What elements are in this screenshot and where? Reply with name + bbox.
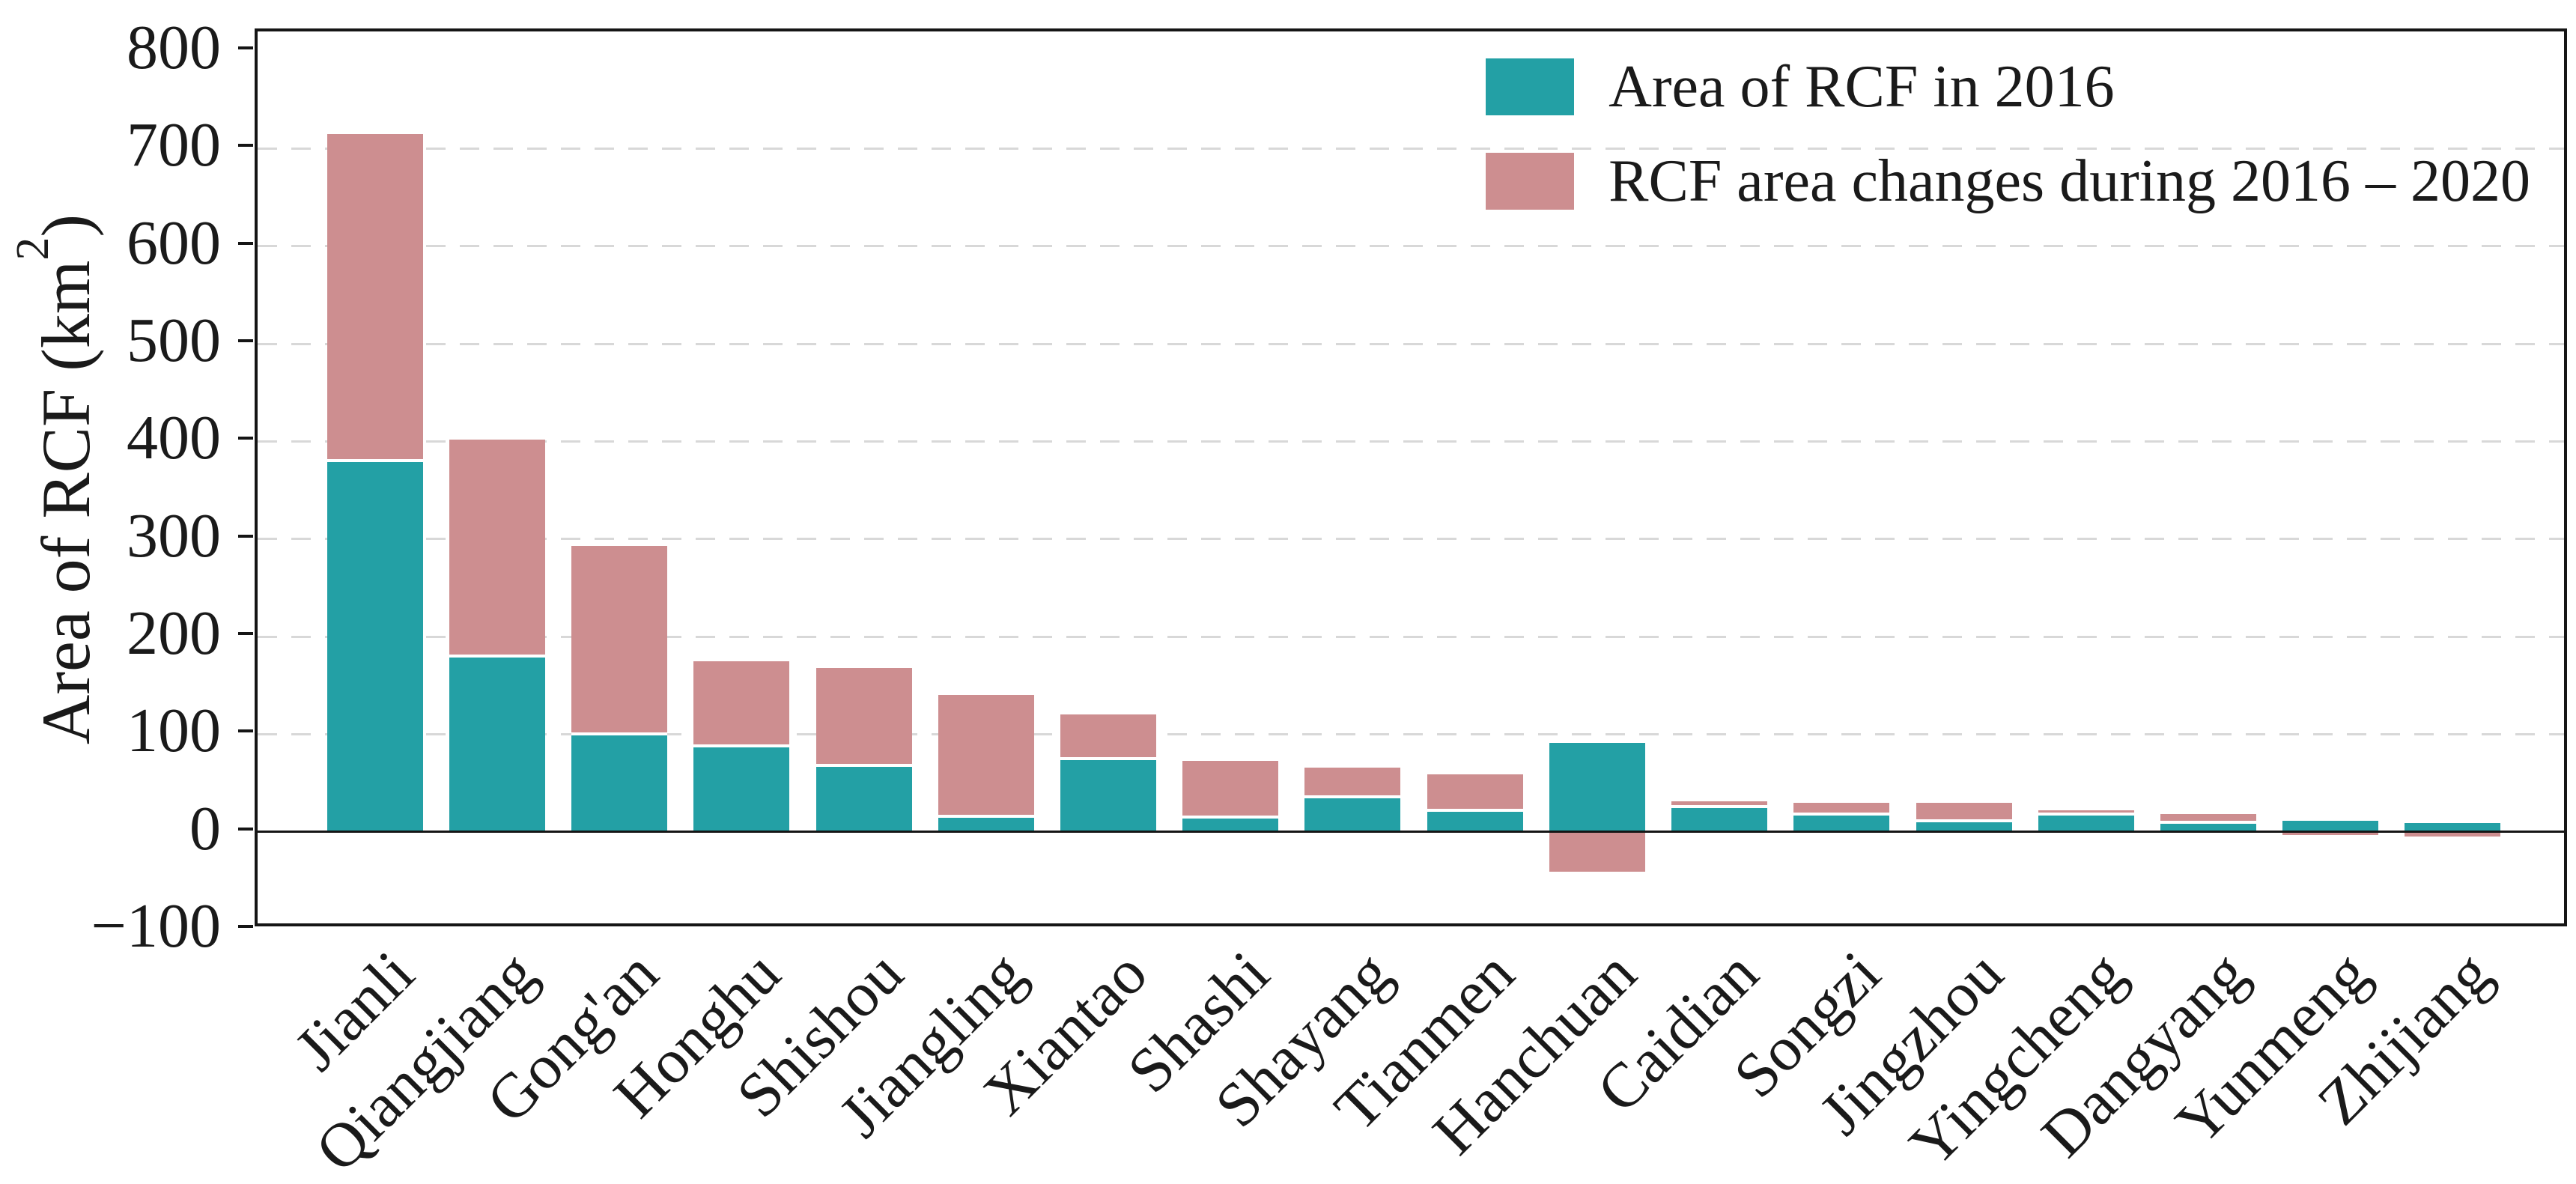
y-tick-mark-800 <box>238 46 253 50</box>
legend: Area of RCF in 2016 RCF area changes dur… <box>1486 52 2530 216</box>
bar-change-Xiantao <box>1060 714 1156 759</box>
bar-separator-Gong'an <box>571 732 668 736</box>
y-tick-label-200: 200 <box>127 598 221 669</box>
bar-2016-Shashi <box>1182 817 1279 832</box>
bar-2016-Caidian <box>1671 806 1768 832</box>
bar-change-Shishou <box>815 667 912 766</box>
gridline-500 <box>258 342 2564 345</box>
plot-area: Area of RCF in 2016 RCF area changes dur… <box>255 28 2567 926</box>
gridline-600 <box>258 245 2564 248</box>
legend-item-rcf-2016: Area of RCF in 2016 <box>1486 52 2530 121</box>
gridline-200 <box>258 635 2564 638</box>
bar-2016-Dangyang <box>2160 822 2256 832</box>
bar-separator-Dangyang <box>2160 820 2256 824</box>
bar-change-Tianmen <box>1427 774 1523 810</box>
bar-separator-Jianli <box>326 459 423 463</box>
y-tick-mark-300 <box>238 534 253 538</box>
bar-2016-Songzi <box>1793 814 1890 832</box>
bar-change-Caidian <box>1671 801 1768 807</box>
y-tick-label-800: 800 <box>127 13 221 83</box>
y-tick-label-500: 500 <box>127 306 221 376</box>
bar-separator-Songzi <box>1793 813 1890 816</box>
bar-separator-Tianmen <box>1427 809 1523 812</box>
bar-change-Jingzhou <box>1916 802 2012 822</box>
bar-change-Jianli <box>326 133 423 461</box>
y-tick-mark-400 <box>238 437 253 440</box>
y-tick-label-600: 600 <box>127 207 221 278</box>
bar-2016-Honghu <box>693 745 790 832</box>
legend-label-changes: RCF area changes during 2016 – 2020 <box>1609 148 2530 214</box>
gridline-700 <box>258 147 2564 150</box>
bar-2016-Jianli <box>326 461 423 832</box>
bar-2016-Xiantao <box>1060 758 1156 832</box>
y-tick-label-−100: −100 <box>91 891 221 961</box>
zero-axis-line <box>258 831 2564 834</box>
bar-change-Zhijiang <box>2405 831 2501 837</box>
y-tick-label-100: 100 <box>127 696 221 766</box>
y-tick-mark-−100 <box>238 925 253 928</box>
bar-separator-Honghu <box>693 744 790 747</box>
bar-2016-Yingcheng <box>2038 814 2134 832</box>
bar-separator-Yingcheng <box>2038 813 2134 816</box>
bar-change-Gong'an <box>571 545 668 735</box>
y-tick-mark-500 <box>238 339 253 343</box>
y-tick-label-0: 0 <box>189 793 221 863</box>
y-tick-mark-200 <box>238 632 253 636</box>
y-tick-mark-700 <box>238 144 253 148</box>
bar-separator-Xiantao <box>1060 756 1156 760</box>
bar-separator-Shishou <box>815 764 912 768</box>
bar-change-Shayang <box>1304 767 1401 797</box>
bar-2016-Shayang <box>1304 796 1401 832</box>
y-tick-mark-0 <box>238 827 253 831</box>
bar-2016-Tianmen <box>1427 810 1523 832</box>
bar-change-Yingcheng <box>2038 810 2134 815</box>
bar-separator-Jingzhou <box>1916 819 2012 823</box>
legend-item-rcf-changes: RCF area changes during 2016 – 2020 <box>1486 147 2530 216</box>
bar-separator-Qiangjiang <box>449 655 545 658</box>
bar-2016-Gong'an <box>571 734 668 832</box>
bar-change-Qiangjiang <box>449 439 545 657</box>
bar-2016-Hanchuan <box>1549 743 1645 832</box>
bar-change-Jiangling <box>938 695 1034 816</box>
bar-2016-Shishou <box>815 765 912 832</box>
bar-separator-Shayang <box>1304 795 1401 798</box>
bar-change-Songzi <box>1793 802 1890 815</box>
bar-change-Dangyang <box>2160 814 2256 822</box>
bar-separator-Jiangling <box>938 814 1034 818</box>
legend-label-2016: Area of RCF in 2016 <box>1609 54 2115 120</box>
bar-2016-Zhijiang <box>2405 822 2501 832</box>
bar-2016-Jingzhou <box>1916 821 2012 832</box>
bar-2016-Yunmeng <box>2282 821 2379 832</box>
bar-separator-Shashi <box>1182 816 1279 819</box>
y-tick-label-400: 400 <box>127 403 221 473</box>
bar-2016-Jiangling <box>938 816 1034 832</box>
bar-change-Yunmeng <box>2282 831 2379 835</box>
gridline-300 <box>258 538 2564 541</box>
bar-change-Honghu <box>693 661 790 746</box>
bar-2016-Qiangjiang <box>449 656 545 832</box>
y-tick-label-300: 300 <box>127 500 221 571</box>
y-tick-mark-100 <box>238 729 253 733</box>
gridline-400 <box>258 440 2564 443</box>
y-tick-mark-600 <box>238 241 253 245</box>
bar-separator-Caidian <box>1671 804 1768 808</box>
legend-swatch-changes <box>1486 153 1575 210</box>
legend-swatch-2016 <box>1486 58 1575 115</box>
y-tick-label-700: 700 <box>127 110 221 180</box>
gridline-100 <box>258 732 2564 735</box>
bar-change-Shashi <box>1182 760 1279 818</box>
bar-change-Hanchuan <box>1549 831 1645 872</box>
